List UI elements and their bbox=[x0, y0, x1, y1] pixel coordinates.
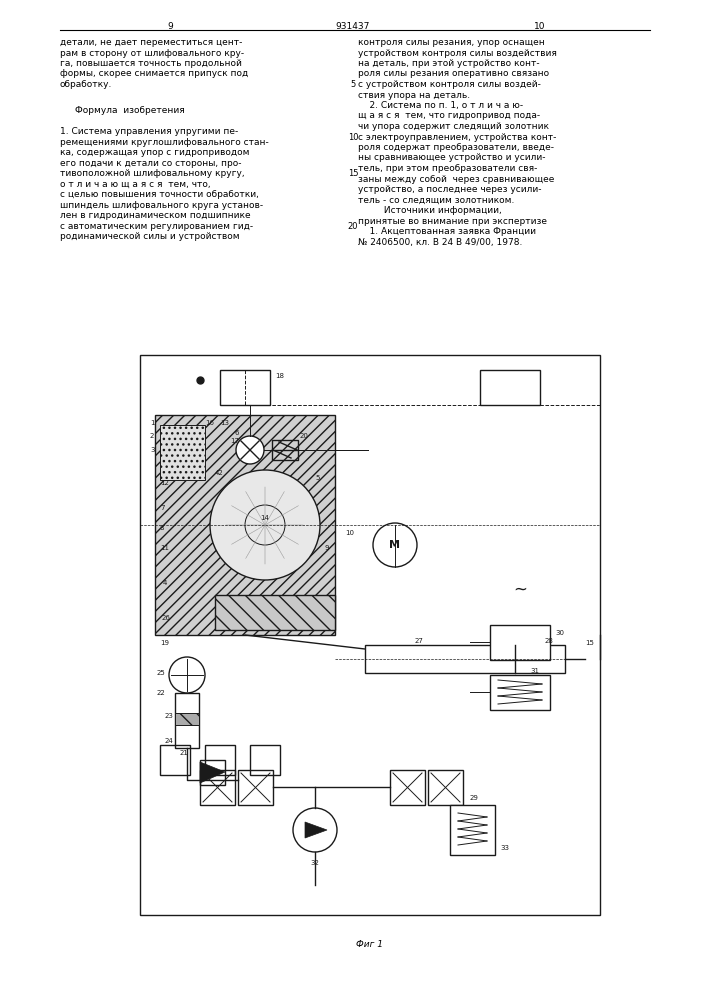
Text: 24: 24 bbox=[165, 738, 174, 744]
Text: формы, скорее снимается припуск под: формы, скорее снимается припуск под bbox=[60, 70, 248, 79]
Text: роля силы резания оперативно связано: роля силы резания оперативно связано bbox=[358, 70, 549, 79]
Text: 9: 9 bbox=[167, 22, 173, 31]
Text: 20: 20 bbox=[300, 433, 309, 439]
Polygon shape bbox=[450, 805, 495, 855]
Text: Фиг 1: Фиг 1 bbox=[356, 940, 383, 949]
Text: 25: 25 bbox=[157, 670, 165, 676]
Text: ~: ~ bbox=[513, 581, 527, 599]
Text: га, повышается точность продольной: га, повышается точность продольной bbox=[60, 59, 242, 68]
Text: щ а я с я  тем, что гидропривод пода-: щ а я с я тем, что гидропривод пода- bbox=[358, 111, 540, 120]
Text: 2. Система по п. 1, о т л и ч а ю-: 2. Система по п. 1, о т л и ч а ю- bbox=[358, 101, 523, 110]
Text: 22: 22 bbox=[157, 690, 165, 696]
Text: 32: 32 bbox=[310, 860, 319, 866]
Text: устройством контроля силы воздействия: устройством контроля силы воздействия bbox=[358, 48, 557, 57]
Circle shape bbox=[293, 808, 337, 852]
Polygon shape bbox=[305, 822, 327, 838]
Circle shape bbox=[236, 436, 264, 464]
Text: с автоматическим регулированием гид-: с автоматическим регулированием гид- bbox=[60, 222, 253, 231]
Text: 2: 2 bbox=[150, 433, 154, 439]
Text: родинамической силы и устройством: родинамической силы и устройством bbox=[60, 232, 240, 241]
Text: 29: 29 bbox=[470, 795, 479, 801]
Text: 4: 4 bbox=[163, 580, 168, 586]
Text: 10: 10 bbox=[534, 22, 546, 31]
Text: 27: 27 bbox=[415, 638, 424, 644]
Text: 5: 5 bbox=[315, 475, 320, 481]
Circle shape bbox=[169, 657, 205, 693]
Text: 10: 10 bbox=[348, 132, 358, 141]
Text: 3: 3 bbox=[150, 447, 155, 453]
Text: ны сравнивающее устройство и усили-: ны сравнивающее устройство и усили- bbox=[358, 153, 546, 162]
Polygon shape bbox=[490, 625, 550, 660]
Text: 11: 11 bbox=[160, 545, 169, 551]
Text: детали, не дает переместиться цент-: детали, не дает переместиться цент- bbox=[60, 38, 243, 47]
Text: 20: 20 bbox=[348, 222, 358, 231]
Text: устройство, а последнее через усили-: устройство, а последнее через усили- bbox=[358, 185, 542, 194]
Text: 15: 15 bbox=[585, 640, 594, 646]
Text: 6: 6 bbox=[235, 430, 240, 436]
Text: заны между собой  через сравнивающее: заны между собой через сравнивающее bbox=[358, 174, 554, 184]
Text: 8: 8 bbox=[160, 525, 165, 531]
Text: 13: 13 bbox=[220, 420, 229, 426]
Text: 14: 14 bbox=[260, 515, 269, 521]
Text: тель - со следящим золотником.: тель - со следящим золотником. bbox=[358, 196, 515, 205]
Text: тель, при этом преобразователи свя-: тель, при этом преобразователи свя- bbox=[358, 164, 537, 173]
Text: 1. Акцептованная заявка Франции: 1. Акцептованная заявка Франции bbox=[358, 227, 536, 236]
Text: 42: 42 bbox=[215, 470, 223, 476]
Text: 10: 10 bbox=[345, 530, 354, 536]
Polygon shape bbox=[480, 370, 540, 405]
Text: ремещениями круглошлифовального стан-: ремещениями круглошлифовального стан- bbox=[60, 138, 269, 147]
Circle shape bbox=[373, 523, 417, 567]
Text: 26: 26 bbox=[162, 615, 171, 621]
Text: 31: 31 bbox=[530, 668, 539, 674]
Text: 15: 15 bbox=[348, 169, 358, 178]
Text: 33: 33 bbox=[500, 845, 509, 851]
Circle shape bbox=[210, 470, 320, 580]
Text: роля содержат преобразователи, введе-: роля содержат преобразователи, введе- bbox=[358, 143, 554, 152]
Text: его подачи к детали со стороны, про-: его подачи к детали со стороны, про- bbox=[60, 159, 242, 168]
Text: ка, содержащая упор с гидроприводом: ка, содержащая упор с гидроприводом bbox=[60, 148, 250, 157]
Text: 28: 28 bbox=[545, 638, 554, 644]
Text: 5: 5 bbox=[351, 80, 356, 89]
Polygon shape bbox=[220, 370, 270, 405]
Polygon shape bbox=[215, 595, 335, 630]
Polygon shape bbox=[200, 762, 225, 783]
Text: 19: 19 bbox=[160, 640, 169, 646]
Text: с электроуправлением, устройства конт-: с электроуправлением, устройства конт- bbox=[358, 132, 556, 141]
Text: шпиндель шлифовального круга установ-: шпиндель шлифовального круга установ- bbox=[60, 201, 263, 210]
Text: 30: 30 bbox=[555, 630, 564, 636]
Text: рам в сторону от шлифовального кру-: рам в сторону от шлифовального кру- bbox=[60, 48, 244, 57]
Text: с устройством контроля силы воздей-: с устройством контроля силы воздей- bbox=[358, 80, 541, 89]
Text: с целью повышения точности обработки,: с целью повышения точности обработки, bbox=[60, 190, 259, 199]
Polygon shape bbox=[175, 713, 199, 725]
Text: контроля силы резания, упор оснащен: контроля силы резания, упор оснащен bbox=[358, 38, 545, 47]
Text: 12: 12 bbox=[160, 480, 169, 486]
Text: 21: 21 bbox=[180, 750, 189, 756]
Text: 1. Система управления упругими пе-: 1. Система управления упругими пе- bbox=[60, 127, 238, 136]
Polygon shape bbox=[160, 425, 205, 480]
Text: чи упора содержит следящий золотник: чи упора содержит следящий золотник bbox=[358, 122, 549, 131]
Text: 18: 18 bbox=[275, 373, 284, 379]
Text: 1: 1 bbox=[150, 420, 155, 426]
Text: 7: 7 bbox=[160, 505, 165, 511]
Text: 16: 16 bbox=[205, 420, 214, 426]
Text: Источники информации,: Источники информации, bbox=[358, 206, 502, 215]
Text: тивоположной шлифовальному кругу,: тивоположной шлифовальному кругу, bbox=[60, 169, 245, 178]
Text: 17: 17 bbox=[230, 438, 239, 444]
Text: M: M bbox=[390, 540, 400, 550]
Text: лен в гидродинамическом подшипнике: лен в гидродинамическом подшипнике bbox=[60, 211, 250, 220]
Text: 9: 9 bbox=[325, 545, 329, 551]
Polygon shape bbox=[490, 675, 550, 710]
Text: обработку.: обработку. bbox=[60, 80, 112, 89]
Polygon shape bbox=[155, 415, 335, 635]
Text: 23: 23 bbox=[165, 713, 174, 719]
Text: 931437: 931437 bbox=[336, 22, 370, 31]
Text: ствия упора на деталь.: ствия упора на деталь. bbox=[358, 91, 470, 100]
Text: принятые во внимание при экспертизе: принятые во внимание при экспертизе bbox=[358, 217, 547, 226]
Text: на деталь, при этой устройство конт-: на деталь, при этой устройство конт- bbox=[358, 59, 539, 68]
Text: о т л и ч а ю щ а я с я  тем, что,: о т л и ч а ю щ а я с я тем, что, bbox=[60, 180, 211, 189]
Text: № 2406500, кл. В 24 В 49/00, 1978.: № 2406500, кл. В 24 В 49/00, 1978. bbox=[358, 237, 522, 246]
Text: Формула  изобретения: Формула изобретения bbox=[75, 106, 185, 115]
